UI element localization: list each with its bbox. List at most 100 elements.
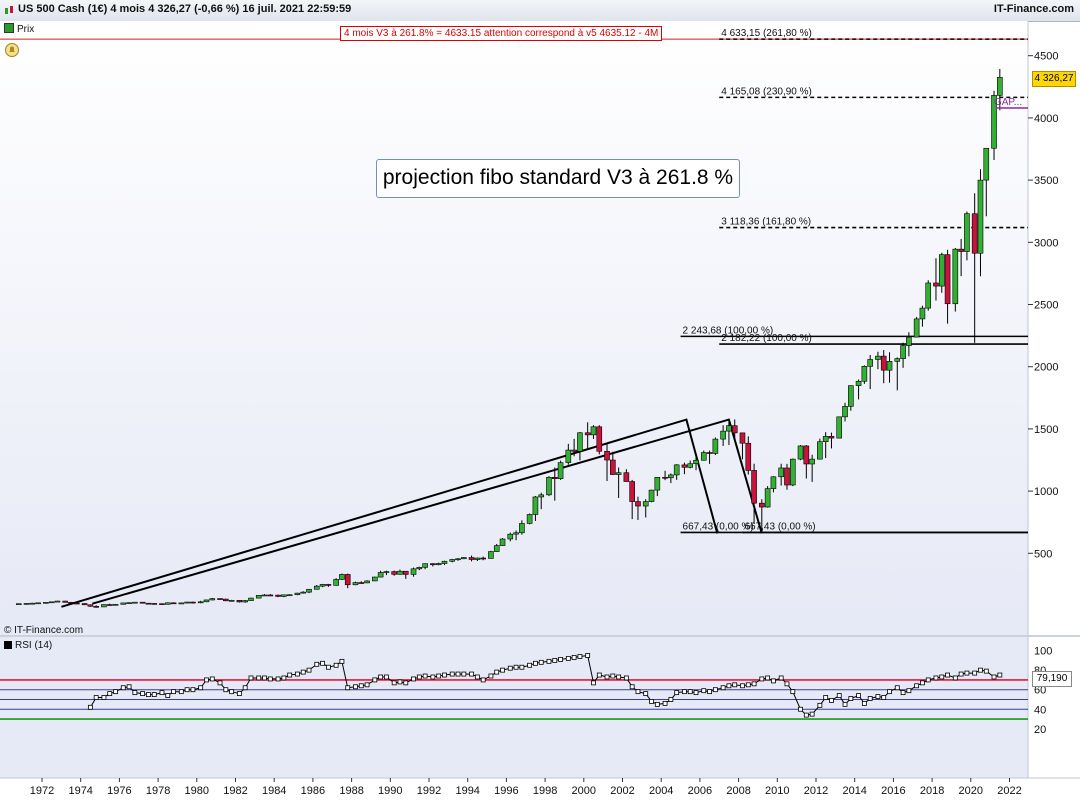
rsi-point: [939, 674, 945, 680]
rsi-point: [306, 667, 312, 673]
candle-up: [789, 458, 796, 486]
last-price-tag: 4 326,27: [1032, 71, 1076, 87]
candle-up: [797, 445, 804, 460]
rsi-point: [759, 676, 765, 682]
rsi-point: [120, 685, 126, 691]
candle-down: [430, 563, 436, 566]
projection-annotation[interactable]: projection fibo standard V3 à 261.8 %: [376, 159, 740, 198]
candle-up: [101, 604, 107, 608]
chart-type-icon[interactable]: [4, 5, 14, 15]
candle-up: [455, 558, 461, 561]
candle-down: [68, 602, 74, 604]
candle-down: [731, 425, 738, 434]
rsi-point: [732, 682, 738, 688]
rsi-panel-background: [0, 637, 1028, 778]
rsi-point: [507, 665, 513, 671]
rsi-point: [171, 689, 176, 695]
candle-down: [828, 436, 835, 439]
rsi-point: [242, 685, 248, 691]
rsi-point: [629, 684, 635, 690]
candle-down: [739, 432, 746, 444]
candle-down: [759, 502, 765, 508]
candle-down: [93, 605, 99, 608]
rsi-point: [300, 669, 306, 675]
rsi-point: [364, 682, 370, 688]
rsi-point: [887, 689, 892, 695]
rsi-point: [178, 689, 184, 695]
rsi-point: [436, 673, 442, 679]
fibo-level-label: 2 243,68 (100,00 %): [683, 325, 774, 336]
rsi-point: [952, 675, 958, 681]
candle-down: [325, 584, 332, 586]
rsi-point: [267, 676, 273, 682]
rsi-point: [126, 684, 132, 690]
candle-up: [991, 95, 997, 149]
candle-up: [397, 570, 403, 575]
rsi-tick-label: 40: [1034, 704, 1046, 716]
candle-down: [151, 603, 158, 605]
time-tick-label: 1996: [494, 785, 518, 797]
copyright-label: © IT-Finance.com: [4, 625, 84, 636]
rsi-axis: 20406080100: [1034, 646, 1052, 736]
candle-down: [635, 501, 641, 507]
candle-up: [700, 452, 707, 461]
rsi-point: [190, 687, 196, 693]
rsi-point: [707, 689, 712, 695]
candle-down: [971, 213, 978, 254]
candle-up: [668, 474, 674, 479]
rsi-point: [784, 681, 790, 687]
rsi-point: [687, 689, 693, 695]
candle-down: [880, 355, 887, 371]
candle-up: [126, 602, 132, 604]
candle-up: [339, 574, 345, 580]
rsi-point: [488, 673, 494, 679]
price-legend[interactable]: Prix: [4, 23, 34, 35]
rsi-point: [778, 675, 784, 681]
rsi-point: [552, 657, 558, 663]
price-tick-label: 2500: [1034, 300, 1058, 312]
rsi-point: [198, 685, 204, 691]
rsi-point: [610, 673, 616, 679]
time-tick-label: 1992: [417, 785, 441, 797]
price-legend-label: Prix: [17, 24, 35, 35]
candle-up: [919, 307, 926, 320]
candles: [15, 69, 1003, 608]
candle-up: [557, 462, 564, 479]
candle-up: [886, 361, 893, 371]
candle-down: [784, 467, 790, 486]
time-tick-label: 2006: [688, 785, 712, 797]
candle-up: [977, 179, 984, 254]
rsi-point: [829, 698, 834, 703]
rsi-point: [558, 656, 563, 662]
rsi-point: [422, 673, 428, 679]
rsi-point: [817, 702, 823, 708]
rsi-point: [997, 672, 1003, 678]
rsi-point: [159, 690, 165, 696]
candle-up: [687, 463, 694, 468]
rsi-point: [585, 653, 591, 658]
rsi-tick-label: 100: [1034, 646, 1052, 658]
candle-up: [416, 567, 423, 570]
rsi-point: [591, 680, 596, 686]
candle-up: [861, 366, 868, 382]
time-tick-label: 1998: [533, 785, 557, 797]
candle-up: [203, 599, 210, 603]
candle-down: [551, 476, 558, 479]
candle-down: [681, 464, 688, 468]
rsi-point: [906, 688, 912, 694]
rsi-point: [527, 662, 533, 668]
candle-down: [468, 557, 475, 560]
rsi-point: [93, 695, 99, 700]
candle-up: [648, 489, 655, 502]
rsi-point: [765, 675, 771, 681]
candle-down: [623, 472, 630, 482]
rsi-point: [809, 711, 815, 717]
chart-canvas[interactable]: 4 633,15 (261,80 %) 4 165,08 (230,90 %) 3 …: [0, 21, 1080, 800]
candle-up: [209, 598, 216, 601]
rsi-point: [751, 681, 757, 687]
rsi-point: [256, 675, 262, 681]
candle-up: [281, 594, 287, 597]
rsi-legend[interactable]: RSI (14): [4, 640, 52, 651]
alert-bell-icon[interactable]: [5, 43, 19, 57]
rsi-point: [295, 671, 300, 677]
